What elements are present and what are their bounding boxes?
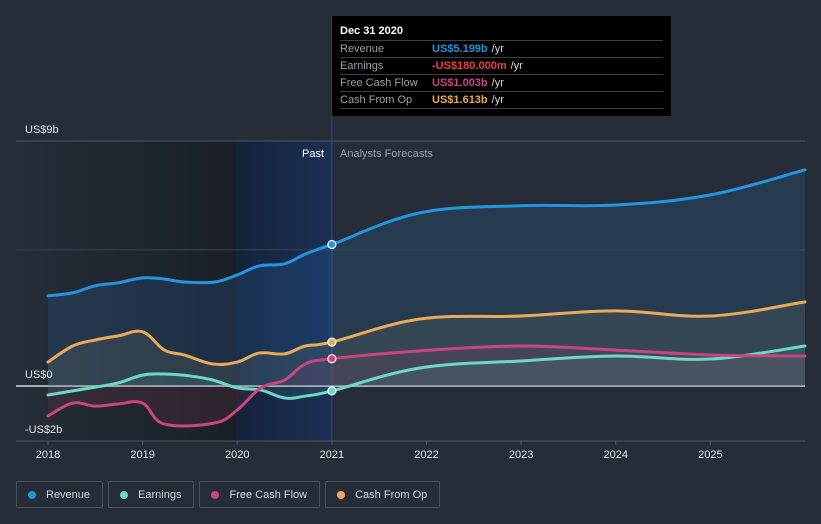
- tooltip-row-cash-from-op: Cash From Op US$1.613b /yr: [340, 92, 663, 109]
- legend-item-revenue[interactable]: Revenue: [16, 481, 104, 508]
- legend-dot-icon: [120, 490, 129, 499]
- legend-item-earnings[interactable]: Earnings: [108, 481, 195, 508]
- marker-revenue: [327, 239, 337, 250]
- y-tick-label-top: US$9b: [25, 124, 59, 136]
- tooltip-unit: /yr: [491, 94, 504, 106]
- line-earnings: [46, 344, 807, 400]
- legend: Revenue Earnings Free Cash Flow Cash Fro…: [16, 481, 441, 508]
- tooltip-row-revenue: Revenue US$5.199b /yr: [340, 41, 663, 58]
- past-background: [16, 141, 238, 441]
- legend-dot-icon: [337, 490, 346, 499]
- tooltip-value: US$1.003b: [432, 77, 488, 89]
- legend-item-free-cash-flow[interactable]: Free Cash Flow: [199, 481, 321, 508]
- legend-item-cash-from-op[interactable]: Cash From Op: [325, 481, 441, 508]
- x-tick-label: 2022: [414, 449, 438, 461]
- tooltip-label: Revenue: [340, 43, 385, 55]
- tooltip-row-earnings: Earnings -US$180.000m /yr: [340, 58, 663, 75]
- y-tick-label-bottom: -US$2b: [25, 424, 62, 436]
- tooltip-date: Dec 31 2020: [340, 23, 663, 41]
- legend-dot-icon: [28, 490, 36, 499]
- marker-earnings: [327, 386, 337, 396]
- legend-label: Revenue: [46, 488, 91, 501]
- x-tick-label: 2023: [509, 449, 533, 461]
- line-free-cash-flow: [46, 344, 807, 428]
- tooltip-value: -US$180.000m: [432, 60, 507, 72]
- past-label: Past: [302, 148, 324, 160]
- area-earnings: [48, 345, 805, 399]
- tooltip-label: Earnings: [340, 60, 384, 72]
- legend-label: Cash From Op: [355, 488, 428, 501]
- legend-dot-icon: [211, 490, 220, 499]
- x-tick-label: 2025: [698, 449, 722, 461]
- tooltip-unit: /yr: [491, 43, 504, 55]
- legend-label: Free Cash Flow: [229, 488, 308, 501]
- tooltip-label: Cash From Op: [340, 94, 413, 106]
- tooltip-unit: /yr: [491, 77, 504, 89]
- area-free-cash-flow: [48, 345, 805, 427]
- line-cash-from-op: [46, 300, 807, 366]
- line-revenue: [46, 168, 807, 298]
- tooltip: Dec 31 2020 Revenue US$5.199b /yr Earnin…: [332, 16, 671, 116]
- legend-label: Earnings: [138, 488, 182, 501]
- x-tick-label: 2024: [604, 449, 628, 461]
- x-tick-label: 2018: [36, 449, 60, 461]
- tooltip-value: US$5.199b: [432, 43, 488, 55]
- area-cash-from-op: [48, 301, 805, 386]
- marker-cash-from-op: [327, 337, 337, 347]
- area-revenue: [48, 169, 805, 386]
- x-tick-label: 2020: [225, 449, 249, 461]
- tooltip-row-free-cash-flow: Free Cash Flow US$1.003b /yr: [340, 75, 663, 92]
- tooltip-value: US$1.613b: [432, 94, 488, 106]
- past-highlight-band: [237, 141, 332, 441]
- y-tick-label-zero: US$0: [25, 369, 53, 381]
- tooltip-label: Free Cash Flow: [340, 77, 418, 89]
- forecast-label: Analysts Forecasts: [340, 148, 433, 160]
- tooltip-unit: /yr: [510, 60, 523, 72]
- x-tick-label: 2019: [130, 449, 154, 461]
- marker-free-cash-flow: [327, 354, 337, 364]
- x-tick-label: 2021: [320, 449, 344, 461]
